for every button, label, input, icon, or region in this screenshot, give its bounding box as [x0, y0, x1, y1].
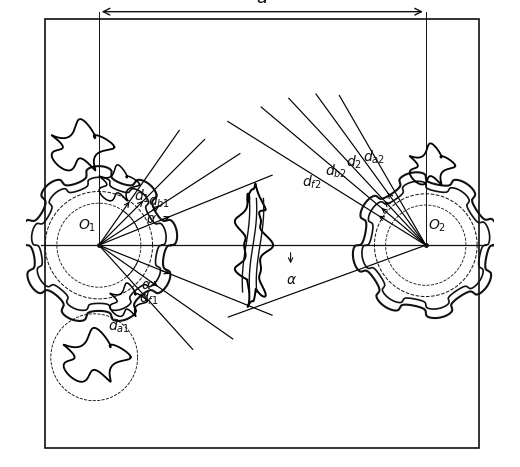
Text: $d_{a1}$: $d_{a1}$: [108, 318, 130, 335]
Text: $d_{f1}$: $d_{f1}$: [138, 290, 158, 307]
Text: $a$: $a$: [256, 0, 268, 7]
Text: $O_1$: $O_1$: [79, 217, 97, 234]
Text: $\alpha$: $\alpha$: [286, 273, 297, 287]
Text: $O_2$: $O_2$: [428, 217, 446, 234]
Text: $d_2$: $d_2$: [346, 154, 362, 171]
Text: $d_1$: $d_1$: [134, 188, 150, 205]
Text: $\alpha$: $\alpha$: [146, 212, 157, 226]
Text: $\alpha$: $\alpha$: [141, 278, 152, 292]
Text: $d_{b1}$: $d_{b1}$: [148, 193, 170, 210]
Text: $d_{b2}$: $d_{b2}$: [326, 163, 347, 180]
Text: $d_{f2}$: $d_{f2}$: [302, 174, 321, 191]
Text: $d_{a2}$: $d_{a2}$: [363, 149, 385, 166]
